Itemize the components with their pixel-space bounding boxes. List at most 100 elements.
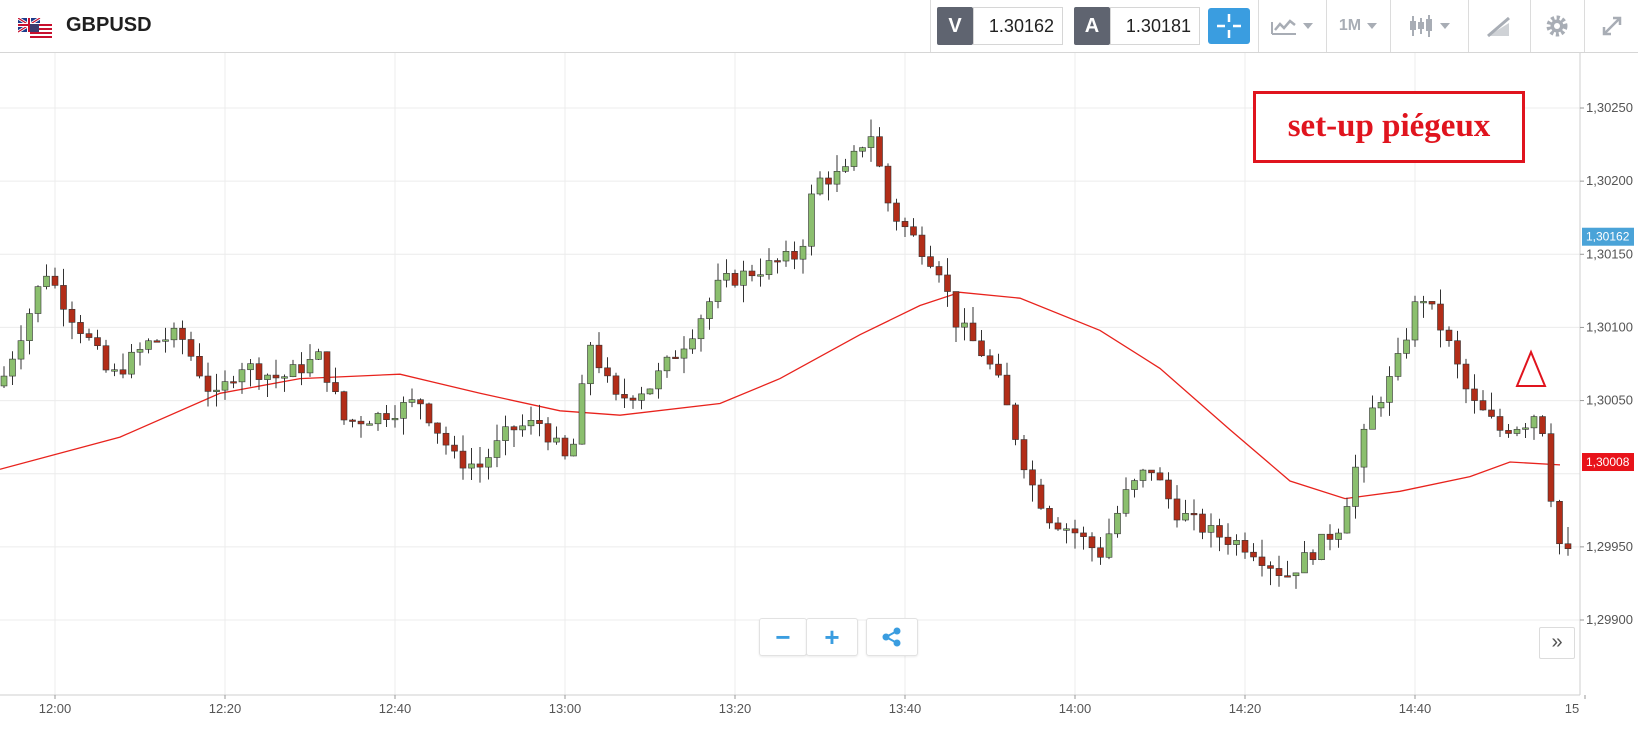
x-tick-label: 14:20 (1229, 701, 1262, 716)
candle-body (332, 382, 339, 392)
candle-body (1454, 340, 1461, 365)
candle-body (1020, 439, 1028, 471)
sell-label[interactable]: V (937, 7, 973, 45)
buy-label[interactable]: A (1074, 7, 1110, 45)
candle-body (281, 376, 288, 379)
candle-body (1131, 480, 1138, 490)
candle-body (774, 260, 781, 263)
toolbar-divider (930, 0, 931, 52)
scroll-right-button[interactable]: » (1539, 627, 1575, 659)
candle-body (213, 389, 220, 392)
moving-average-line (0, 291, 1561, 500)
candle-body (612, 375, 620, 395)
candle-body (808, 193, 815, 247)
candle-body (1267, 565, 1274, 569)
candle-body (1479, 400, 1487, 411)
candle-body (910, 226, 917, 236)
candle-body (272, 374, 280, 379)
candle-body (1173, 498, 1181, 521)
candle-body (1377, 402, 1385, 409)
candle-body (1326, 533, 1334, 540)
candle-body (544, 423, 552, 443)
candle-body (723, 273, 730, 281)
candle-body (68, 308, 76, 323)
zoom-in-button[interactable]: + (806, 618, 858, 656)
candle-body (425, 403, 433, 424)
candle-body (706, 301, 713, 319)
share-button[interactable] (866, 618, 918, 656)
candle-body (1012, 404, 1019, 440)
candle-body (1411, 301, 1419, 341)
candle-body (85, 333, 93, 338)
candle-body (816, 177, 824, 195)
candle-body (289, 364, 297, 378)
candle-body (1556, 501, 1563, 545)
candle-body (595, 344, 603, 369)
candle-body (1318, 533, 1325, 561)
candle-body (1471, 388, 1478, 401)
instrument-symbol[interactable]: GBPUSD (66, 14, 152, 36)
candle-body (604, 367, 611, 377)
candle-body (1063, 528, 1070, 531)
candle-body (417, 399, 424, 405)
candle-body (230, 381, 237, 384)
candle-body (1343, 506, 1351, 534)
candle-body (519, 425, 526, 431)
candle-body (740, 270, 747, 286)
candle-body (238, 369, 246, 383)
x-tick-label: 12:20 (209, 701, 242, 716)
y-tick-label: 1,30200 (1586, 173, 1633, 188)
sell-price[interactable]: 1.30162 (973, 7, 1063, 45)
candle-body (204, 375, 212, 392)
candle-body (629, 397, 637, 401)
candle-body (833, 171, 841, 185)
candle-body (1335, 532, 1342, 540)
candle-body (655, 370, 662, 390)
candle-body (153, 340, 161, 343)
candle-body (1462, 363, 1470, 390)
candle-body (340, 391, 348, 421)
candle-body (1080, 532, 1087, 537)
candle-body (646, 388, 654, 395)
candle-body (621, 394, 628, 399)
candle-body (221, 381, 229, 391)
buy-price[interactable]: 1.30181 (1110, 7, 1200, 45)
crosshair-button[interactable] (1208, 8, 1250, 44)
candle-body (527, 420, 535, 427)
x-tick-label: 14:40 (1399, 701, 1432, 716)
candle-body (1071, 528, 1079, 534)
timeframe-value: 1M (1338, 17, 1362, 34)
candle-body (876, 136, 883, 167)
candle-body (255, 363, 263, 380)
candle-body (162, 339, 169, 342)
fullscreen-button[interactable] (1585, 0, 1638, 52)
chart-type-button[interactable] (1259, 0, 1325, 52)
candle-body (944, 274, 951, 292)
drawing-button[interactable] (1469, 0, 1529, 52)
candle-body (306, 359, 314, 374)
candle-body (298, 364, 305, 374)
settings-button[interactable] (1531, 0, 1583, 52)
candle-body (1046, 508, 1053, 524)
candle-body (502, 426, 509, 441)
x-tick-label: 13:00 (549, 701, 582, 716)
candle-body (570, 443, 577, 457)
candle-body (1309, 552, 1317, 561)
candle-body (1394, 353, 1402, 377)
candle-body (170, 327, 178, 341)
candle-body (901, 221, 909, 228)
candle-body (1199, 513, 1206, 533)
toolbar-divider (1326, 0, 1327, 52)
candle-body (493, 440, 501, 458)
timeframe-select[interactable]: 1M (1327, 0, 1389, 52)
zoom-out-button[interactable]: − (759, 618, 807, 656)
price-chart[interactable]: 1,30250 1,30200 1,30150 1,30100 1,30050 1,299… (0, 53, 1638, 729)
candle-body (187, 339, 195, 357)
candles-button[interactable] (1391, 0, 1467, 52)
toolbar-divider (1468, 0, 1469, 52)
candle-body (1190, 513, 1198, 516)
candle-body (1088, 536, 1096, 549)
candle-body (1250, 551, 1257, 558)
candle-body (247, 363, 254, 371)
candle-body (323, 351, 331, 383)
